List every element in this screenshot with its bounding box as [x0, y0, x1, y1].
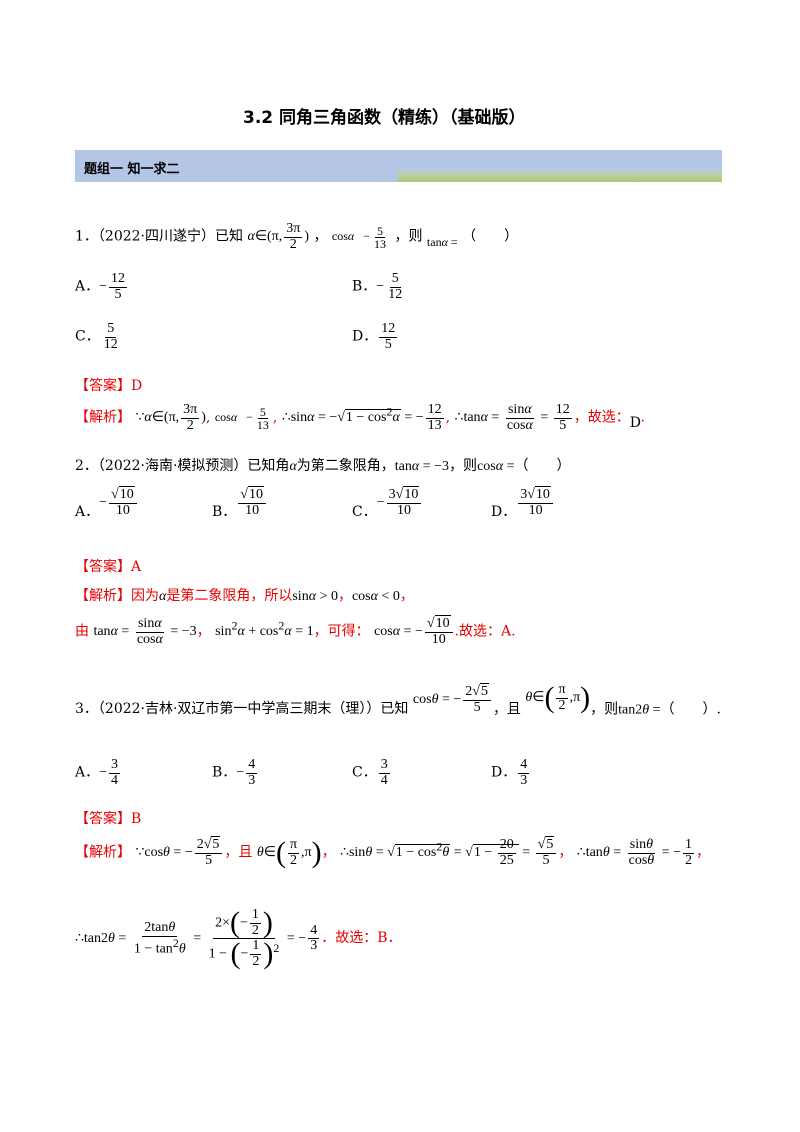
q3-analysis-line2: ∴tan2θ = 2tanθ 1 − tan2θ = 2×(− 1 2) 1 − (−… [75, 906, 402, 971]
q3-answer: 【答案】B [75, 811, 142, 827]
q2-answer: 【答案】A [75, 559, 142, 575]
q1-option-d: D． 12 5 [352, 321, 398, 352]
question-3-stem: 3．（2022·吉林·双辽市第一中学高三期末（理））已知 cosθ = −2√5… [75, 681, 721, 718]
q2-option-c: C．− 3√10 10 [352, 486, 423, 520]
q2-option-a: A．− √10 10 [75, 486, 139, 520]
q2-analysis-line1: 【解析】因为α是第二象限角，所以sinα > 0，cosα < 0， [75, 588, 414, 604]
page-title: 3.2 同角三角函数（精练）（基础版） [243, 108, 526, 128]
q2-analysis-line2: 由 tanα = sinα cosα = −3， sin2α + cos2α = … [75, 615, 516, 647]
q1-option-c: C． 5 12 [75, 321, 118, 352]
q3-analysis-line1: 【解析】 ∵cosθ = −2√5 5 ，且 θ∈(π 2 ,π)， ∴sinθ = √… [75, 836, 710, 870]
section-heading: 题组一 知一求二 [84, 162, 180, 177]
question-2-stem: 2．（2022·海南·模拟预测）已知角α为第二象限角，tanα = −3，则co… [75, 458, 571, 474]
q3-option-b: B．− 4 3 [212, 757, 258, 788]
q2-option-b: B． √10 10 [212, 486, 268, 520]
q1-option-a: A．− 12 5 [75, 271, 128, 302]
q3-option-a: A．− 3 4 [75, 757, 121, 788]
section-banner-stripe [398, 168, 722, 182]
q1-answer: 【答案】D [75, 378, 143, 394]
q1-cos-value: cosα −5 13 [331, 223, 386, 252]
q1-option-b: B．− 5 12 [352, 271, 403, 302]
q2-option-d: D． 3√10 10 [491, 486, 555, 520]
q1-analysis: 【解析】 ∵α∈(π, 3π 2), cosα −5 13, ∴sinα = −√1 … [75, 402, 645, 433]
q1-alpha-range: α∈(π, 3π 2) [247, 221, 309, 252]
q3-option-c: C． 3 4 [352, 757, 390, 788]
question-1-stem: 1．（2022·四川遂宁）已知 α∈(π, 3π 2) ， cosα −5 13 ，则… [75, 221, 519, 252]
q3-option-d: D． 4 3 [491, 757, 530, 788]
q1-tan-expr: tanα = [426, 235, 458, 250]
